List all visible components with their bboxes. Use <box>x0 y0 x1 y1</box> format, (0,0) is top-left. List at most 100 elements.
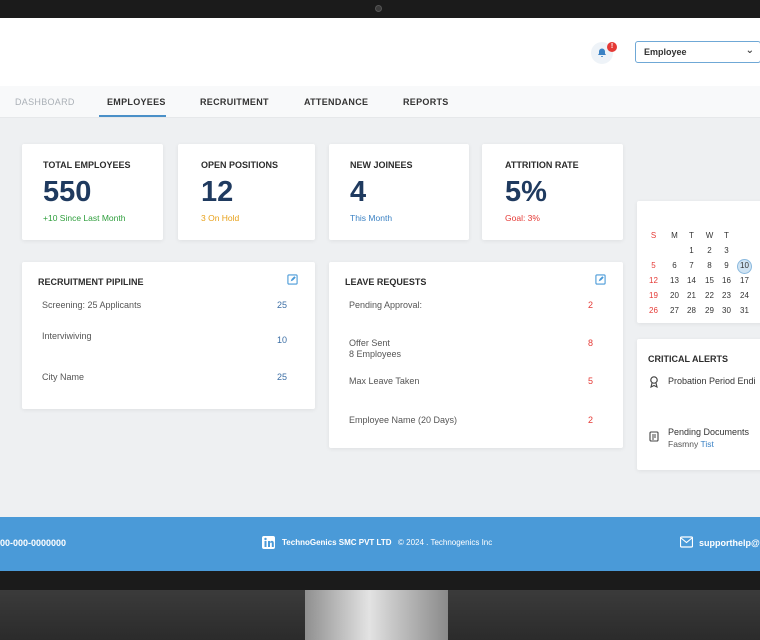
stat-value: 4 <box>350 176 367 208</box>
document-icon <box>649 431 659 442</box>
chevron-down-icon: ⌄ <box>745 45 754 56</box>
pipeline-row-value: 10 <box>276 335 287 345</box>
calendar-today-marker <box>737 259 752 274</box>
alert-item-label[interactable]: Pending Documents <box>668 427 750 437</box>
stat-subtext: 3 On Hold <box>201 213 240 223</box>
stat-label: OPEN POSITIONS <box>201 160 279 170</box>
tab-recruitment[interactable]: RECRUITMENT <box>200 97 269 107</box>
stat-label: TOTAL EMPLOYEES <box>43 160 131 170</box>
edit-icon[interactable] <box>287 274 298 285</box>
critical-alerts-panel: CRITICAL ALERTS Probation Period Endi Pe… <box>637 339 760 470</box>
calendar-weekday: W <box>705 231 714 240</box>
panel-title: CRITICAL ALERTS <box>648 354 728 364</box>
leave-row-label: Pending Approval: <box>349 300 423 310</box>
stat-value: 12 <box>201 176 234 208</box>
leave-row-value: 2 <box>587 300 593 310</box>
monitor-stand <box>305 590 448 640</box>
calendar-weekday: T <box>689 231 694 240</box>
calendar-day[interactable]: 21 <box>687 291 696 300</box>
alert-sublabel-link[interactable]: Tist <box>700 439 714 449</box>
calendar-day[interactable]: 5 <box>651 261 656 270</box>
webcam <box>375 5 382 12</box>
calendar-day[interactable]: 29 <box>705 306 714 315</box>
top-header <box>0 18 760 86</box>
pipeline-row-value: 25 <box>276 300 287 310</box>
stat-value: 550 <box>43 176 92 208</box>
alert-item-label[interactable]: Probation Period Endi <box>668 376 756 386</box>
pipeline-row-value: 25 <box>276 372 287 382</box>
calendar-day[interactable]: 27 <box>670 306 679 315</box>
calendar-day[interactable]: 7 <box>689 261 694 270</box>
leave-requests-panel: LEAVE REQUESTS Pending Approval: 2 Offer… <box>329 262 623 448</box>
badge-icon <box>650 376 658 388</box>
calendar-weekday: T <box>724 231 729 240</box>
calendar-day[interactable]: 9 <box>724 261 729 270</box>
calendar-day[interactable]: 16 <box>722 276 731 285</box>
calendar-day[interactable]: 6 <box>672 261 677 270</box>
active-tab-indicator <box>99 115 166 117</box>
calendar-day[interactable]: 3 <box>724 246 729 255</box>
tab-attendance[interactable]: ATTENDANCE <box>304 97 369 107</box>
stat-card-total-employees[interactable]: TOTAL EMPLOYEES 550 +10 Since Last Month <box>22 144 163 240</box>
panel-title: RECRUITMENT PIPILINE <box>38 277 144 287</box>
calendar-day[interactable]: 10 <box>740 261 749 270</box>
footer-bar: 00-000-0000000 TechnoGenics SMC PVT LTD … <box>0 517 760 571</box>
calendar-day[interactable]: 1 <box>689 246 694 255</box>
edit-icon[interactable] <box>595 274 606 285</box>
stat-label: ATTRITION RATE <box>505 160 579 170</box>
footer-email[interactable]: supporthelp@ <box>699 538 760 548</box>
footer-phone[interactable]: 00-000-0000000 <box>0 538 67 548</box>
calendar-day[interactable]: 20 <box>670 291 679 300</box>
notification-badge: ! <box>607 42 617 52</box>
calendar-day[interactable]: 13 <box>670 276 679 285</box>
footer-company: TechnoGenics SMC PVT LTD <box>282 538 392 547</box>
calendar-day[interactable]: 14 <box>687 276 696 285</box>
role-select-value: Employee <box>644 47 687 57</box>
calendar-day[interactable]: 24 <box>740 291 749 300</box>
calendar-day[interactable]: 22 <box>705 291 714 300</box>
pipeline-row-label: City Name <box>42 372 85 382</box>
calendar-day[interactable]: 23 <box>722 291 731 300</box>
alert-sublabel-text: Fasmny <box>668 439 699 449</box>
stat-value: 5% <box>505 176 547 208</box>
stat-card-open-positions[interactable]: OPEN POSITIONS 12 3 On Hold <box>178 144 315 240</box>
alert-item-sublabel: Fasmny Tist <box>668 439 714 449</box>
dashboard-screen: ! Employee ⌄ DASHBOARD EMPLOYEES RECRUIT… <box>0 18 760 571</box>
stat-subtext: Goal: 3% <box>505 213 540 223</box>
main-nav: DASHBOARD EMPLOYEES RECRUITMENT ATTENDAN… <box>0 86 760 118</box>
calendar-day[interactable]: 8 <box>707 261 712 270</box>
monitor-bezel-bottom <box>0 571 760 590</box>
calendar-day[interactable]: 2 <box>707 246 712 255</box>
calendar-day[interactable]: 15 <box>705 276 714 285</box>
leave-row-sublabel: 8 Employees <box>349 349 402 359</box>
role-select[interactable]: Employee ⌄ <box>635 41 760 63</box>
calendar-weekday: M <box>671 231 678 240</box>
mail-icon <box>680 536 693 548</box>
leave-row-value: 5 <box>587 376 593 386</box>
linkedin-icon[interactable] <box>262 536 275 549</box>
stat-card-new-joinees[interactable]: NEW JOINEES 4 This Month <box>329 144 469 240</box>
calendar-day[interactable]: 19 <box>649 291 658 300</box>
pipeline-row-label: Screening: 25 Applicants <box>42 300 142 310</box>
stat-subtext: +10 Since Last Month <box>43 213 126 223</box>
tab-employees[interactable]: EMPLOYEES <box>107 97 166 107</box>
leave-row-label: Offer Sent <box>349 338 390 348</box>
tab-dashboard[interactable]: DASHBOARD <box>15 97 75 107</box>
calendar-day[interactable]: 26 <box>649 306 658 315</box>
calendar-day[interactable]: 12 <box>649 276 658 285</box>
monitor-bezel-top <box>0 0 760 18</box>
leave-row-label: Employee Name (20 Days) <box>349 415 458 425</box>
leave-row-label: Max Leave Taken <box>349 376 420 386</box>
leave-row-value: 8 <box>587 338 593 348</box>
stat-card-attrition-rate[interactable]: ATTRITION RATE 5% Goal: 3% <box>482 144 623 240</box>
stat-label: NEW JOINEES <box>350 160 413 170</box>
calendar-day[interactable]: 28 <box>687 306 696 315</box>
footer-copyright: © 2024 . Technogenics Inc <box>398 538 493 547</box>
panel-title: LEAVE REQUESTS <box>345 277 427 287</box>
calendar-day[interactable]: 31 <box>740 306 749 315</box>
bell-icon <box>598 48 606 57</box>
calendar-day[interactable]: 30 <box>722 306 731 315</box>
tab-reports[interactable]: REPORTS <box>403 97 449 107</box>
calendar-day[interactable]: 17 <box>740 276 749 285</box>
calendar-weekday: S <box>650 231 657 240</box>
